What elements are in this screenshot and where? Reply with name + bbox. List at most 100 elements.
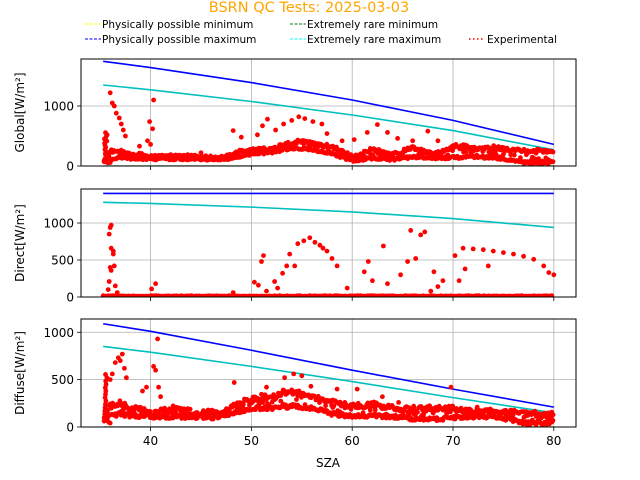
x-tick-label: 60	[345, 434, 360, 448]
experimental-point	[507, 411, 512, 417]
experimental-point	[324, 131, 330, 137]
experimental-point	[120, 127, 126, 133]
experimental-point	[114, 290, 120, 295]
experimental-point	[173, 409, 179, 415]
experimental-point	[380, 394, 385, 400]
experimental-point	[156, 384, 162, 390]
limit-line-physically-possible-maximum	[103, 322, 554, 408]
experimental-point	[413, 256, 419, 261]
experimental-point	[230, 128, 236, 134]
experimental-point	[521, 253, 526, 259]
experimental-point	[294, 397, 299, 402]
experimental-point	[275, 285, 280, 291]
axes-frame	[80, 58, 577, 167]
experimental-point	[334, 386, 340, 392]
experimental-point	[329, 256, 335, 261]
experimental-point	[550, 418, 556, 423]
experimental-point	[421, 412, 426, 417]
x-tick-label: 80	[546, 434, 561, 448]
experimental-point	[431, 269, 437, 275]
experimental-point	[121, 406, 126, 412]
chart-title: BSRN QC Tests: 2025-03-03	[209, 0, 409, 16]
experimental-point	[255, 132, 260, 138]
experimental-point	[283, 402, 289, 408]
experimental-point	[273, 127, 278, 133]
experimental-point	[282, 375, 287, 381]
experimental-point	[272, 279, 277, 284]
y-tick-label: 500	[51, 254, 74, 268]
experimental-point	[230, 290, 236, 295]
experimental-point	[339, 138, 345, 144]
experimental-point	[550, 412, 556, 418]
experimental-point	[518, 155, 523, 161]
experimental-point	[463, 149, 469, 155]
experimental-point	[299, 373, 305, 379]
limit-line-extremely-rare-maximum	[103, 201, 554, 229]
experimental-point	[448, 384, 454, 390]
experimental-point	[123, 133, 128, 139]
experimental-point	[144, 384, 149, 390]
experimental-point	[474, 404, 480, 410]
experimental-point	[460, 245, 466, 251]
experimental-point	[334, 263, 340, 269]
experimental-point	[398, 272, 403, 278]
y-tick-label: 1000	[43, 217, 74, 231]
experimental-point	[354, 386, 360, 392]
y-tick-label: 0	[66, 160, 74, 174]
experimental-point	[511, 152, 517, 158]
experimental-point	[453, 142, 459, 147]
experimental-point	[381, 243, 386, 249]
experimental-point	[260, 123, 265, 129]
plot-area	[101, 322, 556, 427]
experimental-point	[312, 239, 318, 245]
limit-line-extremely-rare-maximum	[103, 84, 554, 151]
experimental-point	[124, 375, 129, 381]
axes-frame	[80, 188, 577, 298]
y-axis-label: Diffuse[W/m²]	[13, 331, 27, 415]
experimental-point	[287, 251, 293, 257]
experimental-point	[364, 130, 370, 135]
experimental-point	[150, 126, 156, 132]
experimental-point	[107, 420, 113, 426]
experimental-point	[103, 130, 108, 136]
legend-label-experimental: Experimental	[487, 34, 557, 46]
experimental-point	[113, 110, 119, 116]
x-tick-label: 70	[445, 434, 460, 448]
experimental-point	[323, 403, 328, 409]
experimental-point	[280, 270, 285, 276]
experimental-point	[551, 272, 557, 278]
experimental-point	[111, 263, 117, 269]
experimental-point	[198, 150, 204, 156]
experimental-point	[408, 228, 414, 233]
experimental-point	[271, 392, 276, 397]
experimental-point	[480, 247, 486, 253]
y-axis-label: Global[W/m²]	[13, 72, 27, 152]
experimental-point	[422, 229, 428, 235]
experimental-point	[260, 400, 266, 405]
experimental-point	[256, 401, 262, 407]
experimental-point	[361, 269, 367, 275]
experimental-point	[238, 134, 244, 140]
experimental-point	[302, 402, 308, 408]
experimental-point	[140, 388, 145, 394]
experimental-point	[415, 409, 420, 415]
experimental-point	[428, 288, 434, 294]
experimental-point	[112, 283, 118, 289]
experimental-point	[385, 281, 390, 287]
experimental-point	[410, 138, 416, 144]
experimental-point	[365, 259, 371, 264]
experimental-point	[487, 406, 493, 412]
experimental-point	[351, 137, 357, 143]
experimental-point	[485, 263, 491, 269]
axes-frame	[80, 318, 577, 428]
experimental-point	[531, 256, 537, 262]
experimental-point	[301, 238, 307, 244]
y-tick-label: 0	[66, 421, 74, 435]
legend: Physically possible minimum Physically p…	[85, 19, 557, 46]
experimental-point	[284, 263, 290, 269]
experimental-point	[264, 288, 269, 294]
experimental-point	[289, 118, 295, 123]
experimental-point	[111, 103, 117, 109]
experimental-point	[490, 148, 496, 153]
experimental-point	[281, 121, 286, 127]
